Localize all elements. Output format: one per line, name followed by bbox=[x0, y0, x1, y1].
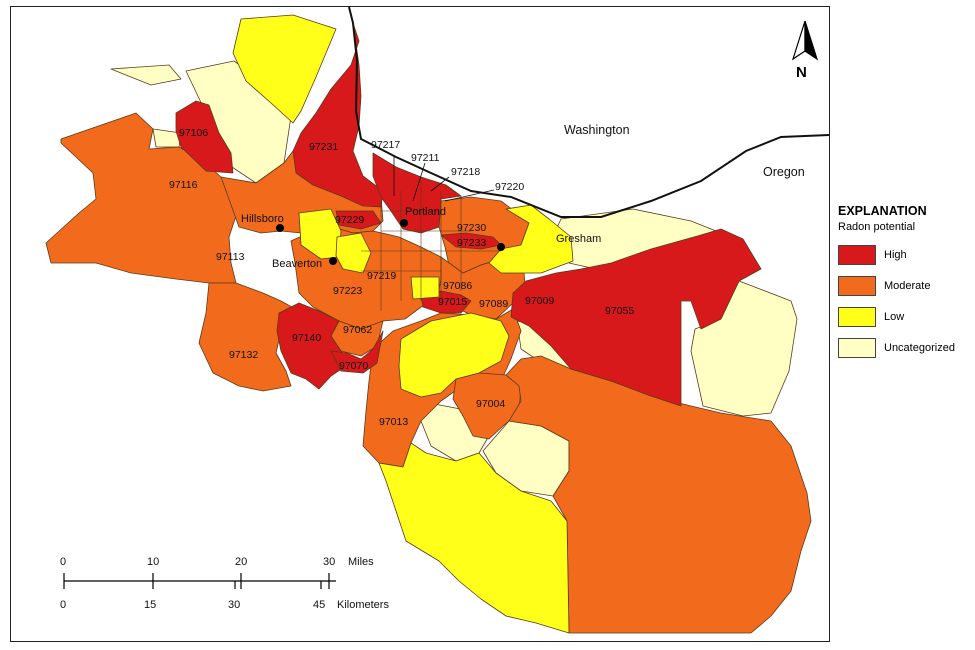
zip-label-97140: 97140 bbox=[292, 332, 321, 344]
scale-miles-10: 10 bbox=[147, 556, 159, 568]
washington-label: Washington bbox=[564, 123, 630, 137]
scale-km-0: 0 bbox=[60, 599, 66, 611]
low-beaverton bbox=[335, 232, 372, 274]
zip-label-97220: 97220 bbox=[495, 181, 524, 193]
zip-labels: 97106 97231 97217 97211 97218 97220 9711… bbox=[169, 127, 634, 428]
legend-label-low: Low bbox=[884, 310, 905, 323]
map-frame: Washington Oregon Hillsboro Beaverton Po… bbox=[10, 6, 830, 642]
legend-item-low: Low bbox=[838, 301, 975, 332]
high-97070 bbox=[330, 330, 384, 374]
low-south bbox=[378, 442, 570, 634]
beaverton-marker bbox=[329, 257, 337, 265]
scale-km-unit: Kilometers bbox=[337, 599, 389, 611]
north-arrow-icon: N bbox=[791, 20, 819, 81]
gresham-label: Gresham bbox=[556, 233, 601, 245]
zip-label-97086: 97086 bbox=[443, 280, 472, 292]
scale-miles-0: 0 bbox=[60, 556, 66, 568]
scale-miles-30: 30 bbox=[323, 556, 335, 568]
legend-label-high: High bbox=[884, 248, 907, 261]
high-97229-strip bbox=[335, 210, 382, 230]
legend: EXPLANATION Radon potential High Moderat… bbox=[838, 204, 975, 363]
zip-label-97218: 97218 bbox=[451, 166, 480, 178]
scale-km-15: 15 bbox=[144, 599, 156, 611]
hillsboro-label: Hillsboro bbox=[241, 213, 284, 225]
low-zones bbox=[232, 14, 574, 634]
high-97009-97055 bbox=[510, 228, 762, 407]
legend-label-moderate: Moderate bbox=[884, 279, 931, 292]
hillsboro-marker bbox=[276, 224, 284, 232]
beaverton-label: Beaverton bbox=[272, 258, 322, 270]
zip-label-97106: 97106 bbox=[179, 127, 208, 139]
scale-km-45: 45 bbox=[313, 599, 325, 611]
legend-label-uncategorized: Uncategorized bbox=[884, 341, 955, 354]
city-markers: Hillsboro Beaverton Portland Gresham bbox=[241, 206, 601, 270]
zip-label-97219: 97219 bbox=[367, 270, 396, 282]
gresham-marker bbox=[497, 243, 505, 251]
zip-label-97113: 97113 bbox=[216, 251, 245, 263]
zip-label-97009: 97009 bbox=[525, 295, 554, 307]
zip-label-97132: 97132 bbox=[229, 349, 258, 361]
scale-miles-20: 20 bbox=[235, 556, 247, 568]
portland-marker bbox=[400, 219, 408, 227]
zip-label-97217: 97217 bbox=[371, 139, 400, 151]
oregon-label: Oregon bbox=[763, 165, 805, 179]
portland-label: Portland bbox=[405, 206, 446, 218]
portland-zip-grid bbox=[361, 181, 501, 311]
zip-label-97230: 97230 bbox=[457, 222, 486, 234]
miles-ticks bbox=[63, 573, 330, 589]
zip-label-97055: 97055 bbox=[605, 305, 634, 317]
high-zones bbox=[175, 22, 762, 407]
zip-label-97223: 97223 bbox=[333, 285, 362, 297]
zip-label-97015: 97015 bbox=[438, 296, 467, 308]
low-north-hills bbox=[232, 14, 337, 124]
legend-item-high: High bbox=[838, 239, 975, 270]
high-97106 bbox=[175, 100, 234, 174]
zip-label-97004: 97004 bbox=[476, 398, 505, 410]
moderate-97004 bbox=[452, 372, 522, 440]
legend-swatch-high bbox=[838, 244, 876, 265]
moderate-97113-97132 bbox=[198, 282, 300, 392]
legend-item-uncategorized: Uncategorized bbox=[838, 332, 975, 363]
radon-map: Washington Oregon Hillsboro Beaverton Po… bbox=[45, 7, 829, 634]
zip-leader-lines bbox=[393, 156, 495, 202]
low-west-linn bbox=[398, 312, 510, 398]
legend-swatch-moderate bbox=[838, 275, 876, 296]
north-label: N bbox=[796, 64, 807, 81]
zip-label-97089: 97089 bbox=[479, 298, 508, 310]
washington-oregon-boundary bbox=[348, 7, 829, 218]
state-boundary bbox=[348, 7, 829, 218]
high-north-portland bbox=[372, 152, 462, 234]
low-97086-pocket bbox=[410, 276, 440, 300]
zip-label-97233: 97233 bbox=[457, 237, 486, 249]
legend-title: EXPLANATION bbox=[838, 204, 927, 218]
zip-label-97013: 97013 bbox=[379, 416, 408, 428]
legend-swatch-uncategorized bbox=[838, 337, 876, 358]
low-gresham bbox=[488, 204, 574, 274]
scale-miles-unit: Miles bbox=[348, 556, 374, 568]
legend-subtitle: Radon potential bbox=[838, 221, 916, 233]
legend-item-moderate: Moderate bbox=[838, 270, 975, 301]
zip-label-97070: 97070 bbox=[339, 360, 368, 372]
zip-label-97229: 97229 bbox=[335, 214, 364, 226]
zip-label-97211: 97211 bbox=[411, 152, 440, 164]
uncategorized-island-nw bbox=[110, 64, 182, 86]
zip-label-97116: 97116 bbox=[169, 179, 198, 191]
scale-km-30: 30 bbox=[228, 599, 240, 611]
zip-label-97231: 97231 bbox=[309, 141, 338, 153]
scale-bar: 0 10 20 30 Miles 0 15 30 45 Kilometers bbox=[60, 556, 389, 611]
legend-swatch-low bbox=[838, 306, 876, 327]
zip-label-97062: 97062 bbox=[343, 324, 372, 336]
